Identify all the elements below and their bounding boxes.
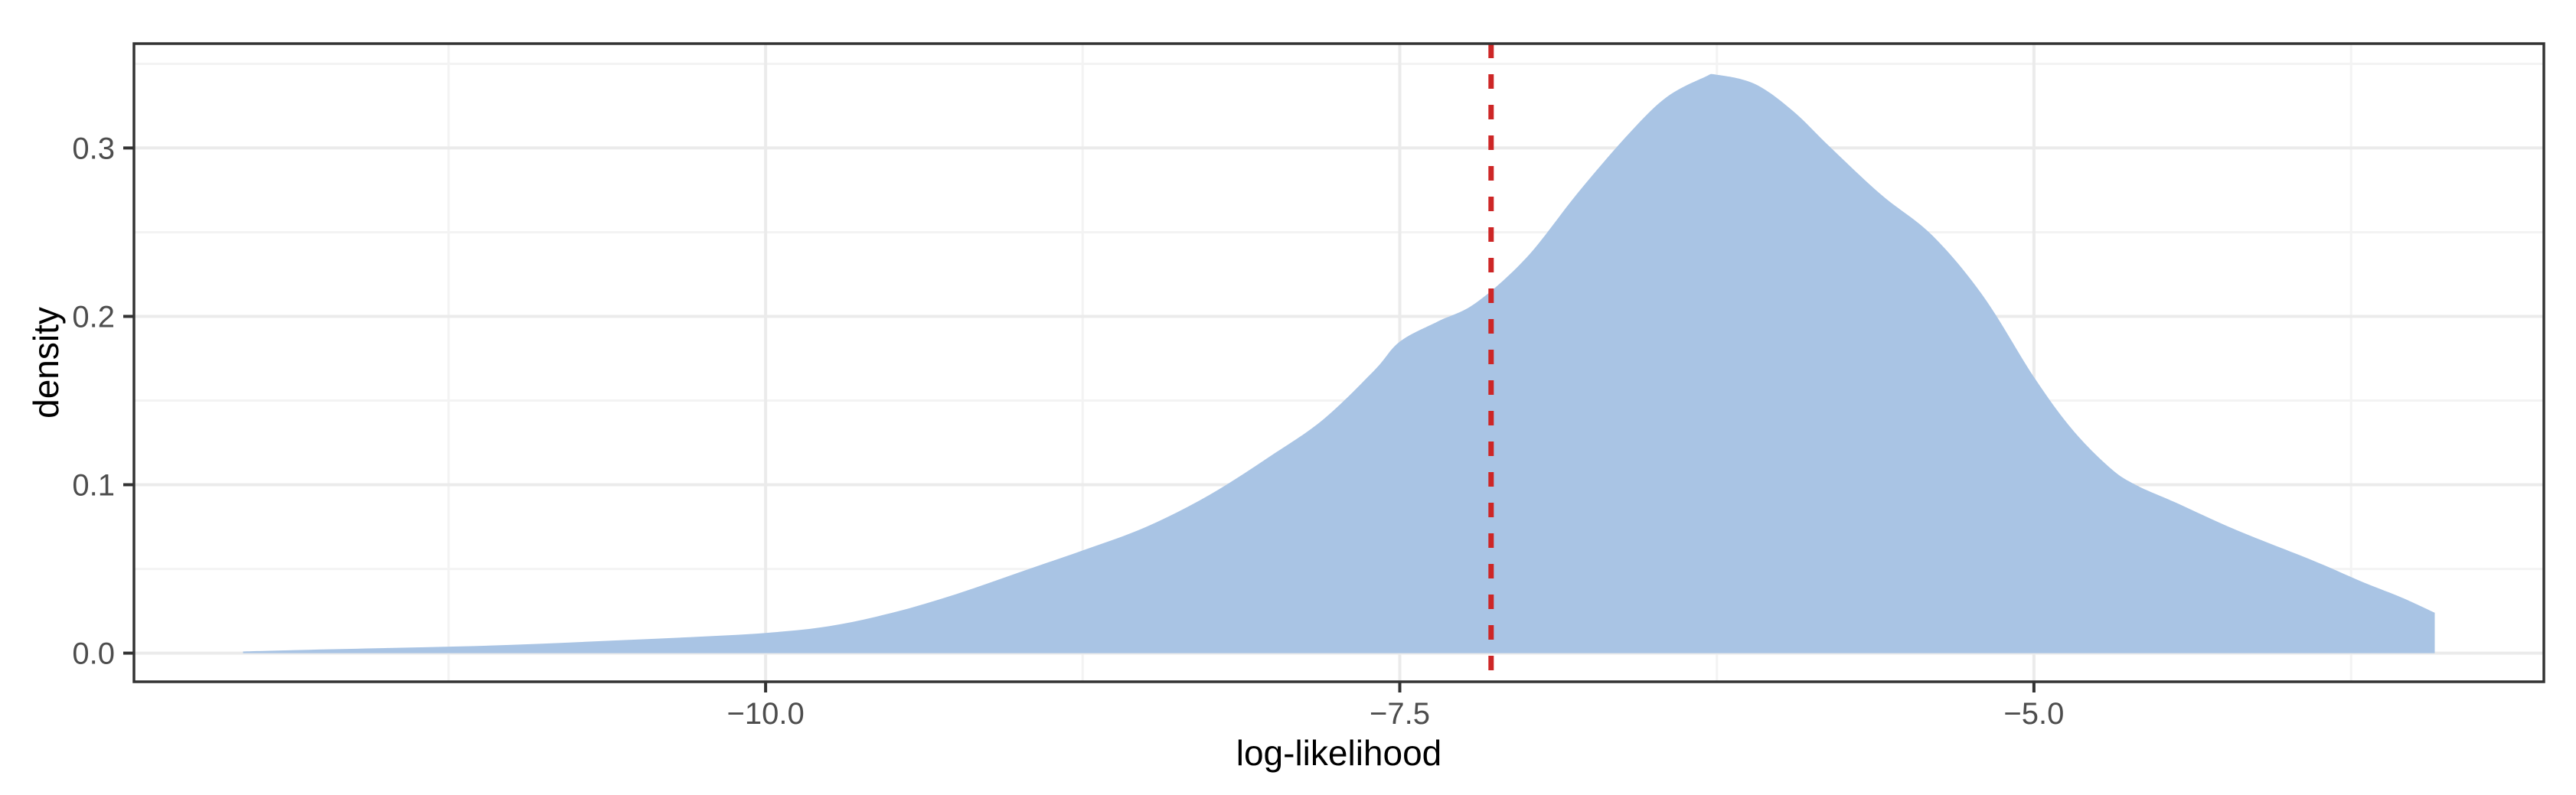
y-tick-label: 0.3 [72, 132, 115, 165]
x-tick-label: −7.5 [1370, 697, 1430, 731]
x-tick-label: −10.0 [726, 697, 804, 731]
y-axis-title: density [26, 307, 66, 419]
y-tick-label: 0.0 [72, 637, 115, 671]
y-tick-label: 0.1 [72, 469, 115, 503]
x-axis-title: log-likelihood [1236, 733, 1442, 773]
y-tick-label: 0.2 [72, 301, 115, 334]
x-tick-label: −5.0 [2003, 697, 2064, 731]
panel-border [132, 42, 2545, 683]
density-area [243, 73, 2435, 653]
